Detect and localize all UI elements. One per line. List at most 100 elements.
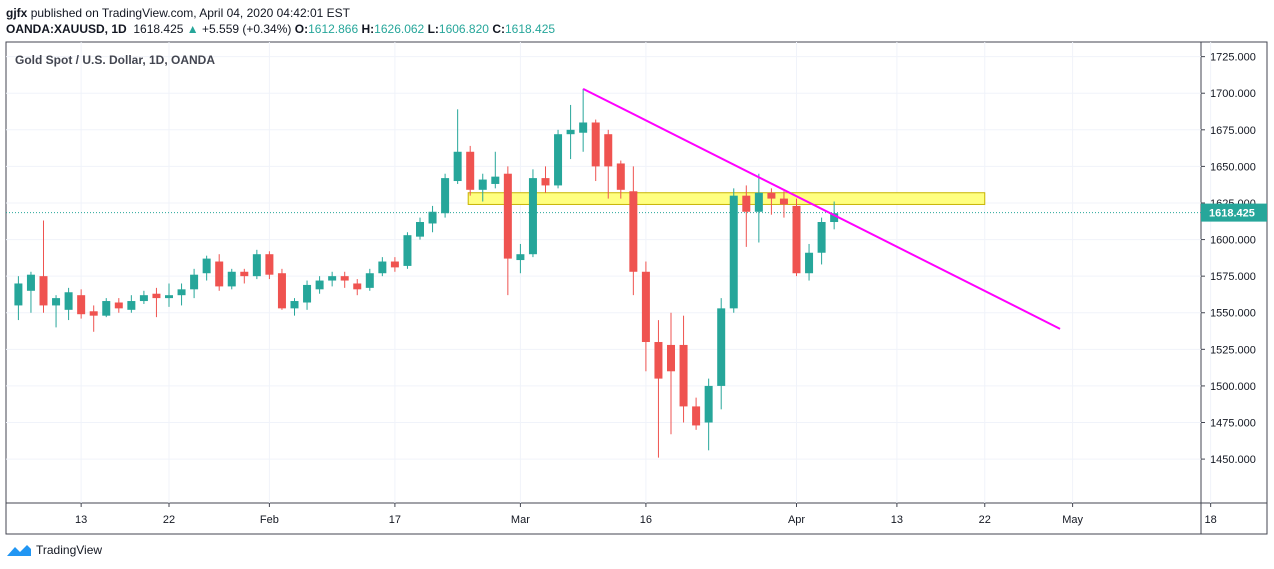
candle-body xyxy=(604,134,613,167)
candle-body xyxy=(26,274,35,291)
candle-body xyxy=(227,271,236,287)
candle-body xyxy=(616,163,625,190)
candle-body xyxy=(190,274,199,290)
chart-title: Gold Spot / U.S. Dollar, 1D, OANDA xyxy=(15,53,216,67)
publisher-name[interactable]: gjfx xyxy=(6,6,28,20)
plot-area xyxy=(6,87,1201,458)
time-tick-label: 17 xyxy=(389,514,401,526)
candle-body xyxy=(830,213,839,223)
candle-body xyxy=(453,151,462,182)
price-tick-label: 1650.000 xyxy=(1210,161,1256,173)
candle-body xyxy=(591,122,600,167)
time-tick-label: 18 xyxy=(1205,514,1217,526)
candle-body xyxy=(215,261,224,287)
candle-body xyxy=(303,284,312,303)
price-tick-label: 1550.000 xyxy=(1210,308,1256,320)
candle-body xyxy=(177,289,186,296)
trendline xyxy=(582,87,1061,330)
time-tick-label: Mar xyxy=(511,514,530,526)
candle-body xyxy=(579,122,588,133)
candle-body xyxy=(528,178,537,255)
price-tick-label: 1600.000 xyxy=(1210,235,1256,247)
symbol-label: OANDA:XAUUSD, 1D xyxy=(6,22,127,36)
candle-body xyxy=(39,276,48,306)
footer-brand[interactable]: TradingView xyxy=(6,543,102,557)
candle-body xyxy=(139,295,148,302)
candle-body xyxy=(202,258,211,274)
candle-body xyxy=(478,179,487,190)
candle-body xyxy=(754,192,763,212)
candle-body xyxy=(14,283,23,306)
candle-body xyxy=(390,261,399,268)
candle-body xyxy=(77,295,86,315)
time-tick-label: Apr xyxy=(788,514,805,526)
candle-body xyxy=(667,344,675,372)
candle-body xyxy=(717,308,726,386)
high-label: H: xyxy=(361,22,375,36)
candle-body xyxy=(554,134,563,186)
candle-body xyxy=(817,222,826,253)
candle-body xyxy=(729,195,738,309)
candle-body xyxy=(365,273,374,288)
candle-body xyxy=(692,406,701,426)
current-price-label: 1618.425 xyxy=(1209,208,1255,220)
candle-body xyxy=(114,302,123,309)
candle-body xyxy=(89,311,98,316)
candle-body xyxy=(165,295,173,299)
tradingview-logo-icon xyxy=(7,545,31,556)
brand-label: TradingView xyxy=(36,543,103,557)
price-tick-label: 1700.000 xyxy=(1210,88,1256,100)
candle-body xyxy=(466,151,475,190)
candle-body xyxy=(428,211,437,224)
candle-body xyxy=(679,344,688,407)
candle-body xyxy=(416,222,424,237)
candle-body xyxy=(277,273,286,309)
candle-body xyxy=(792,205,801,274)
low-value: 1606.820 xyxy=(438,22,489,36)
last-price: 1618.425 xyxy=(133,22,184,36)
price-tick-label: 1475.000 xyxy=(1210,418,1256,430)
candle-body xyxy=(566,129,575,135)
price-tick-label: 1525.000 xyxy=(1210,344,1256,356)
candle-body xyxy=(629,191,638,272)
candle-body xyxy=(779,198,788,205)
time-tick-label: 22 xyxy=(163,514,175,526)
candle-body xyxy=(503,173,512,259)
price-tick-label: 1725.000 xyxy=(1210,52,1256,64)
candle-body xyxy=(102,301,111,316)
close-label: C: xyxy=(492,22,505,36)
resistance-zone xyxy=(467,192,986,205)
candle-body xyxy=(805,252,814,274)
candle-body xyxy=(52,298,61,306)
candle-body xyxy=(240,271,249,277)
published-text: published on TradingView.com, April 04, … xyxy=(30,6,351,20)
candle-body xyxy=(315,280,324,290)
price-tick-label: 1500.000 xyxy=(1210,381,1256,393)
time-tick-label: Feb xyxy=(260,514,279,526)
time-tick-label: 13 xyxy=(891,514,903,526)
candle-body xyxy=(441,178,450,214)
candle-body xyxy=(742,195,751,212)
candle-body xyxy=(704,385,713,423)
current-price-badge xyxy=(1201,203,1267,222)
close-value: 1618.425 xyxy=(504,22,556,36)
price-tick-label: 1675.000 xyxy=(1210,125,1256,137)
low-label: L: xyxy=(427,22,439,36)
time-tick-label: 13 xyxy=(75,514,87,526)
candle-body xyxy=(353,283,362,290)
time-tick-label: 16 xyxy=(640,514,652,526)
candle-body xyxy=(767,192,776,199)
high-value: 1626.062 xyxy=(374,22,425,36)
ohlc-legend: OANDA:XAUUSD, 1D 1618.425 ▲ +5.559 (+0.3… xyxy=(6,22,555,36)
candle-body xyxy=(64,292,73,310)
up-arrow-icon: ▲ xyxy=(186,22,199,36)
candle-body xyxy=(541,178,550,186)
candle-body xyxy=(641,271,650,343)
price-tick-label: 1450.000 xyxy=(1210,454,1256,466)
open-value: 1612.866 xyxy=(308,22,359,36)
candle-body xyxy=(516,254,525,261)
candle-body xyxy=(378,261,387,274)
candle-body xyxy=(328,276,337,281)
publish-info: gjfx published on TradingView.com, April… xyxy=(6,6,350,20)
